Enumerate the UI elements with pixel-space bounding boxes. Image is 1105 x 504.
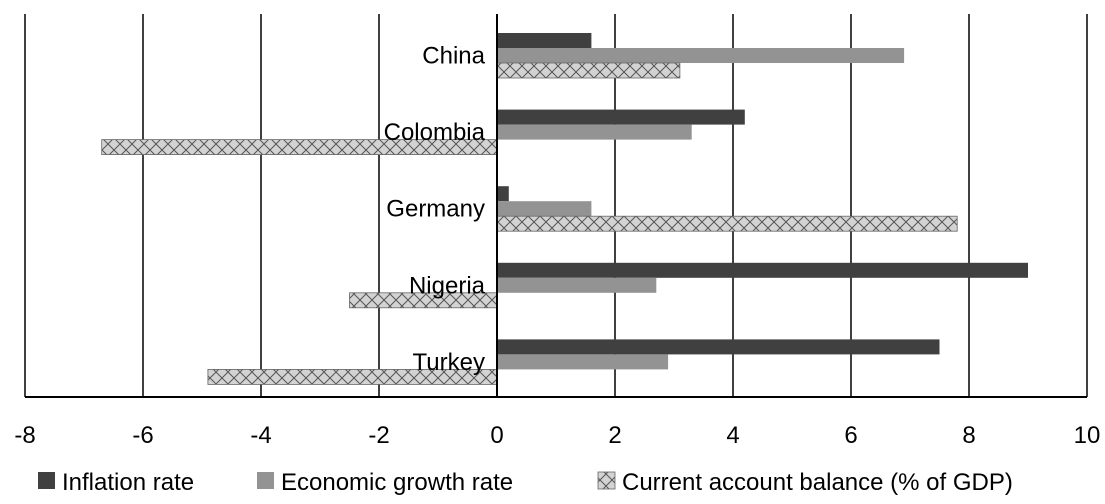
- legend-label-0: Inflation rate: [62, 469, 194, 496]
- bar-turkey-series-1: [497, 354, 669, 370]
- x-tick-label: -6: [132, 422, 153, 449]
- legend-label-2: Current account balance (% of GDP): [622, 469, 1013, 496]
- legend-swatch-2: [597, 471, 616, 490]
- bar-nigeria-series-1: [497, 277, 657, 293]
- legend: Inflation rate Economic growth rate Curren…: [38, 469, 1013, 496]
- x-tick-label: 0: [490, 422, 503, 449]
- category-label: China: [422, 43, 485, 70]
- bar-nigeria-series-0: [497, 262, 1028, 278]
- bar-germany-series-2: [496, 215, 958, 232]
- category-label: Colombia: [384, 119, 486, 146]
- x-tick-label: 4: [726, 422, 739, 449]
- x-tick-label: 2: [608, 422, 621, 449]
- x-tick-label: -2: [368, 422, 389, 449]
- category-labels: China Colombia Germany Nigeria Turkey: [384, 43, 486, 376]
- x-tick-label: 10: [1074, 422, 1101, 449]
- bars: [101, 33, 1028, 385]
- category-label: Germany: [386, 196, 485, 223]
- legend-label-1: Economic growth rate: [281, 469, 513, 496]
- bar-germany-series-0: [497, 186, 509, 202]
- category-label: Nigeria: [409, 272, 486, 299]
- bar-colombia-series-1: [497, 124, 692, 140]
- x-tick-labels: -8 -6 -4 -2 0 2 4 6 8 10: [14, 422, 1100, 449]
- bar-germany-series-1: [497, 201, 592, 217]
- x-tick-label: 8: [962, 422, 975, 449]
- axes: [25, 14, 1087, 398]
- bar-turkey-series-0: [497, 339, 940, 355]
- legend-swatch-1: [257, 472, 274, 489]
- x-tick-label: 6: [844, 422, 857, 449]
- bar-china-series-1: [497, 48, 905, 63]
- legend-swatch-0: [38, 472, 55, 489]
- x-tick-label: -8: [14, 422, 35, 449]
- category-label: Turkey: [413, 349, 485, 376]
- bar-colombia-series-0: [497, 109, 745, 125]
- bar-china-series-2: [496, 62, 681, 79]
- bar-china-series-0: [497, 33, 592, 48]
- x-tick-label: -4: [250, 422, 271, 449]
